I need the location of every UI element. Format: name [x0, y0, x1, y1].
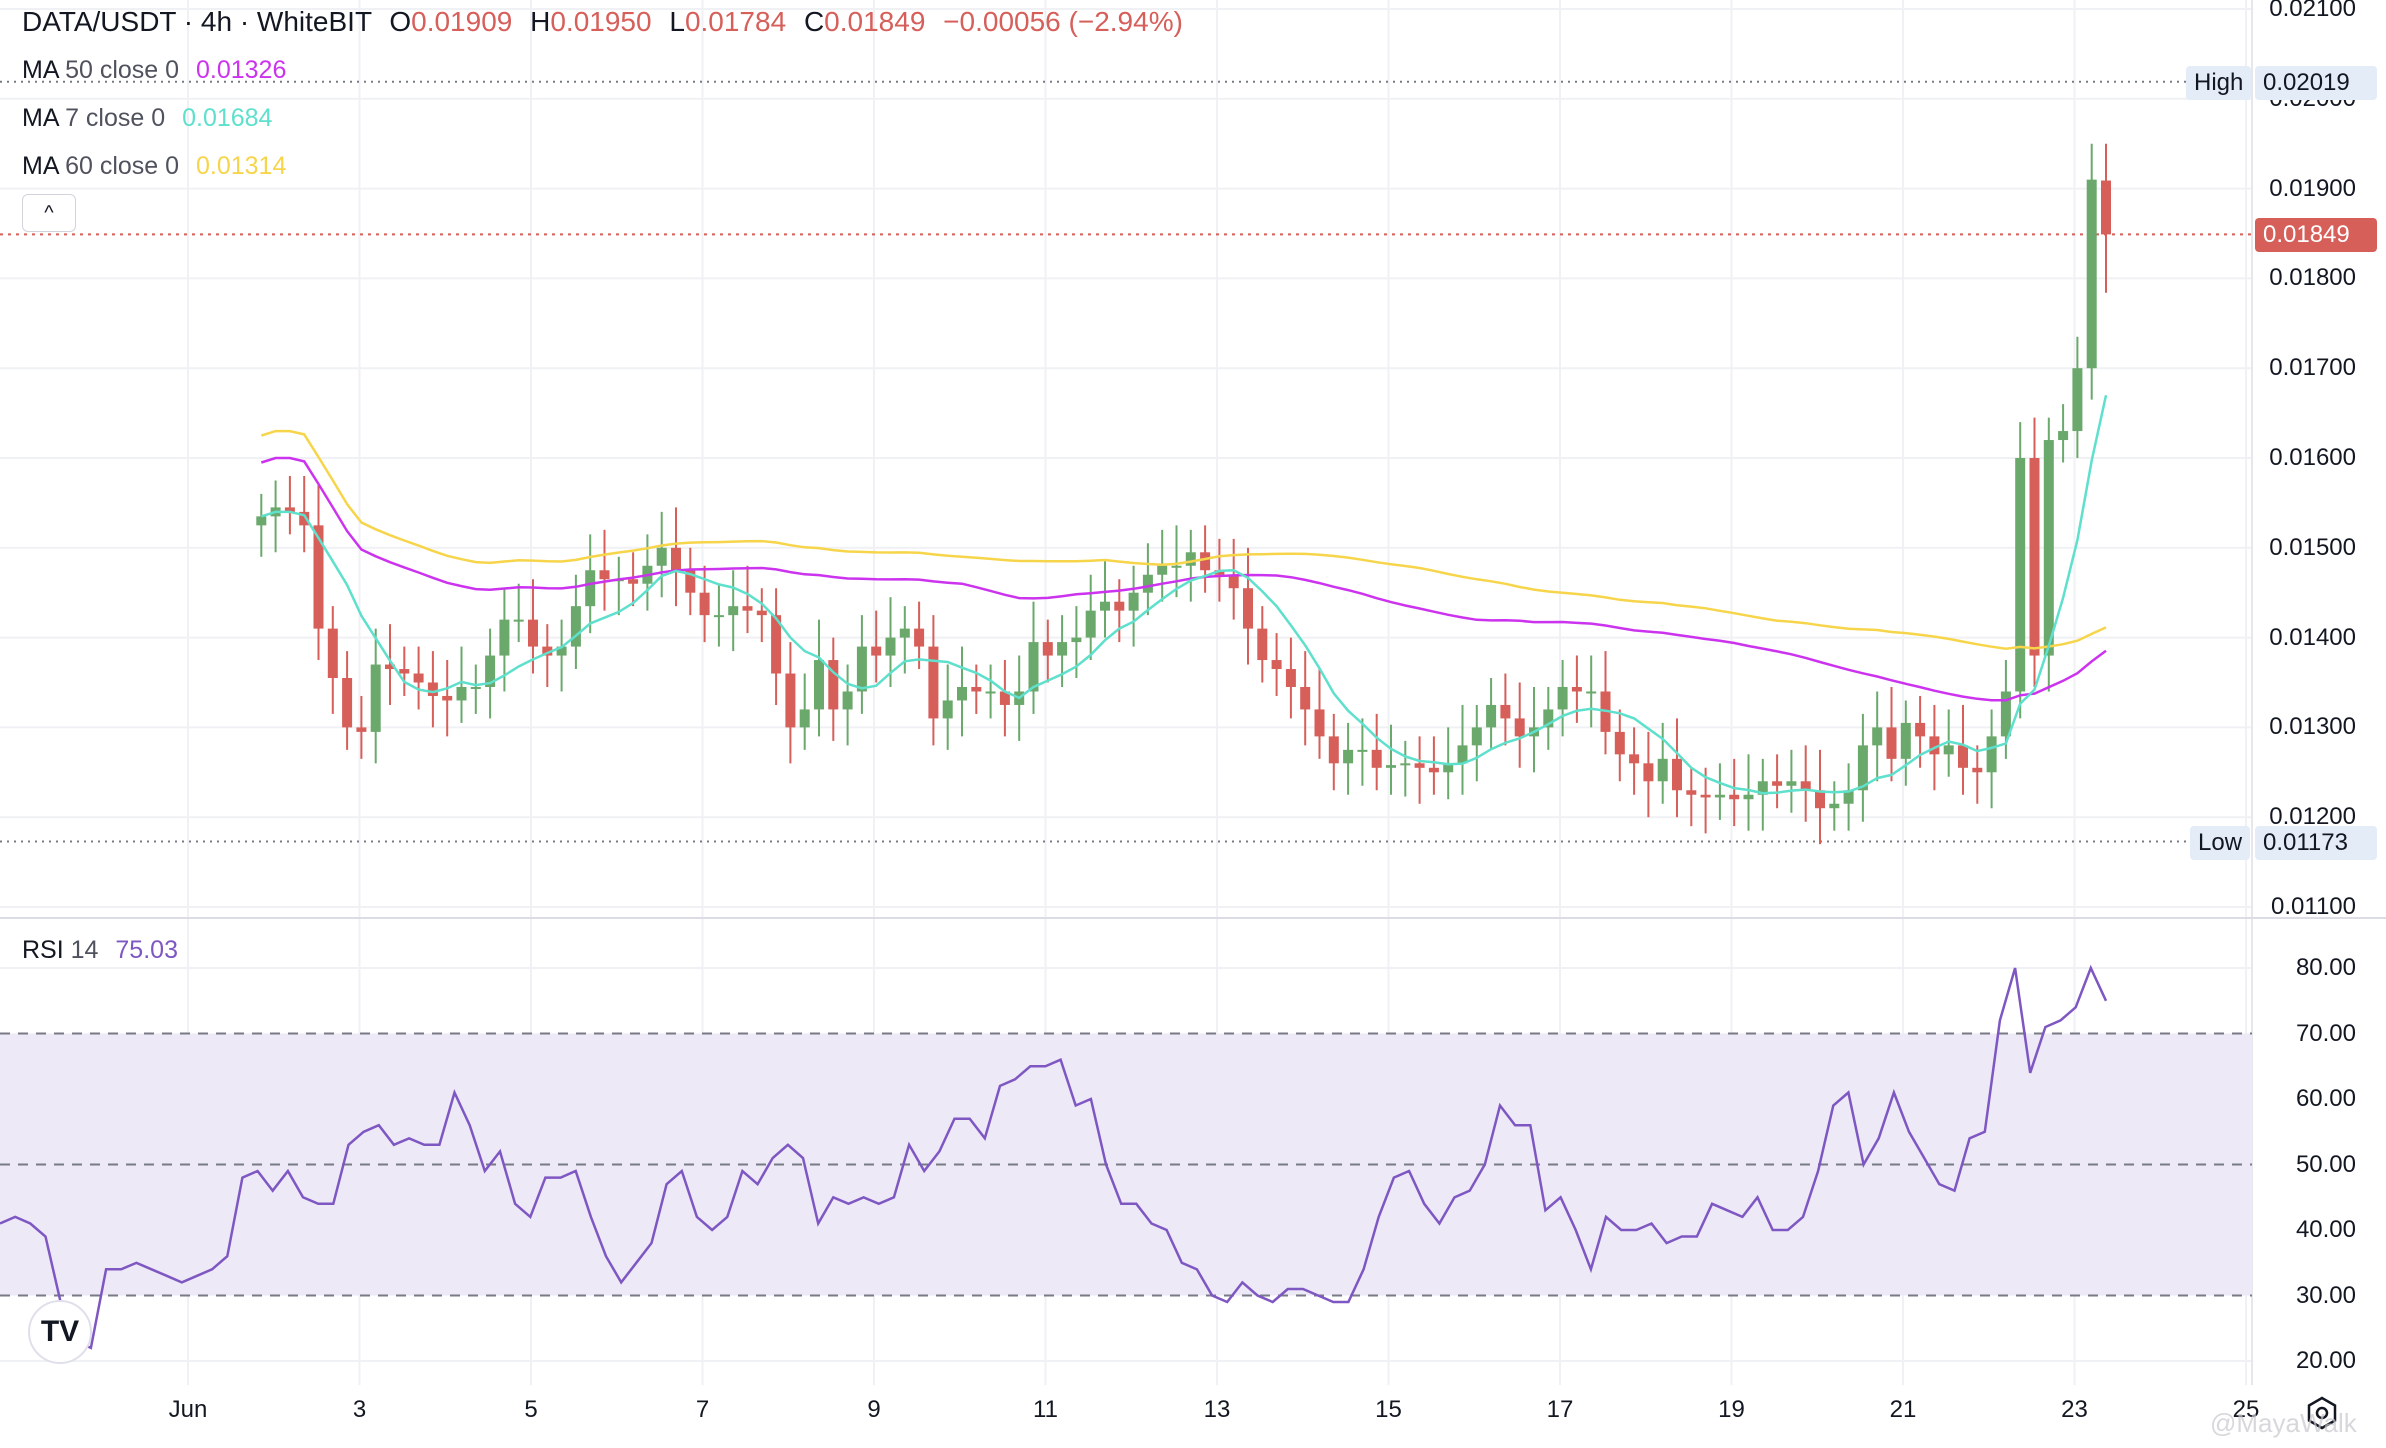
rsi-length: 14 [70, 936, 99, 964]
high-value: 0.01950 [550, 6, 652, 37]
close-label: C [803, 6, 825, 37]
high-marker-label: High [2186, 66, 2252, 100]
open-value: 0.01909 [411, 6, 513, 37]
time-tick: 15 [1375, 1396, 1402, 1423]
time-tick: 13 [1203, 1396, 1231, 1423]
ma50-name: MA [22, 56, 59, 84]
rsi-tick: 30.00 [2295, 1281, 2356, 1309]
tradingview-logo[interactable]: TV [28, 1300, 92, 1364]
low-value: 0.01784 [684, 6, 787, 37]
symbol-title[interactable]: DATA/USDT · 4h · WhiteBIT [22, 6, 372, 37]
ma7-params: 7 close 0 [65, 104, 166, 132]
price-tick: 0.01100 [2271, 893, 2356, 920]
time-tick: 21 [1889, 1396, 1917, 1423]
ma7-name: MA [22, 104, 59, 132]
price-tick: 0.01500 [2269, 533, 2356, 561]
price-tick: 0.01900 [2269, 174, 2356, 202]
time-tick: 17 [1546, 1396, 1574, 1423]
time-tick: 19 [1718, 1396, 1745, 1423]
rsi-tick: 20.00 [2295, 1347, 2356, 1374]
settings-gear-icon[interactable] [2305, 1396, 2339, 1430]
rsi-name: RSI [22, 936, 64, 964]
time-tick: 5 [524, 1396, 538, 1423]
time-tick: 25 [2232, 1396, 2260, 1423]
low-marker-label: Low [2190, 826, 2251, 860]
ma7-value: 0.01684 [182, 104, 273, 132]
chevron-up-icon: ^ [44, 201, 54, 224]
time-tick: 11 [1033, 1396, 1058, 1423]
time-tick: 3 [352, 1396, 367, 1423]
ma60-name: MA [22, 152, 59, 180]
ma7-legend[interactable]: MA 7 close 0 0.01684 [22, 104, 272, 133]
close-value: 0.01849 [824, 6, 926, 37]
price-tick: 0.02100 [2269, 0, 2356, 22]
last-price-tag: 0.01849 [2255, 218, 2377, 252]
price-tick: 0.01200 [2269, 803, 2356, 831]
time-tick: 7 [695, 1396, 710, 1423]
ma60-legend[interactable]: MA 60 close 0 0.01314 [22, 152, 286, 181]
rsi-legend[interactable]: RSI 14 75.03 [22, 936, 178, 965]
open-label: O [389, 6, 412, 37]
rsi-tick: 60.00 [2295, 1085, 2356, 1112]
time-tick: 9 [867, 1396, 881, 1423]
rsi-value: 75.03 [115, 936, 178, 964]
price-tick: 0.01600 [2269, 444, 2356, 471]
ma60-params: 60 close 0 [65, 152, 180, 180]
low-marker-value: 0.01173 [2255, 826, 2377, 860]
change-value: −0.00056 (−2.94%) [943, 6, 1183, 37]
rsi-tick: 40.00 [2295, 1216, 2356, 1243]
high-label: H [530, 6, 551, 37]
price-tick: 0.01400 [2269, 623, 2356, 651]
time-tick: Jun [168, 1396, 208, 1423]
high-marker-value: 0.02019 [2255, 66, 2377, 100]
ma60-value: 0.01314 [196, 152, 287, 180]
price-tick: 0.01300 [2269, 713, 2356, 741]
rsi-tick: 80.00 [2295, 954, 2356, 981]
low-label: L [669, 6, 685, 37]
collapse-legend-button[interactable]: ^ [22, 194, 76, 232]
ma50-legend[interactable]: MA 50 close 0 0.01326 [22, 56, 286, 85]
price-tick: 0.01800 [2269, 264, 2356, 292]
rsi-tick: 70.00 [2295, 1019, 2356, 1047]
ma50-params: 50 close 0 [65, 56, 180, 84]
rsi-tick: 50.00 [2295, 1150, 2356, 1178]
price-tick: 0.01700 [2269, 354, 2356, 382]
time-tick: 23 [2061, 1396, 2088, 1423]
symbol-legend: DATA/USDT · 4h · WhiteBIT O0.01909 H0.01… [22, 6, 1183, 38]
tv-logo-icon: TV [40, 1315, 80, 1348]
watermark: @MayaWalk [2210, 1408, 2357, 1438]
ma50-value: 0.01326 [196, 56, 287, 84]
